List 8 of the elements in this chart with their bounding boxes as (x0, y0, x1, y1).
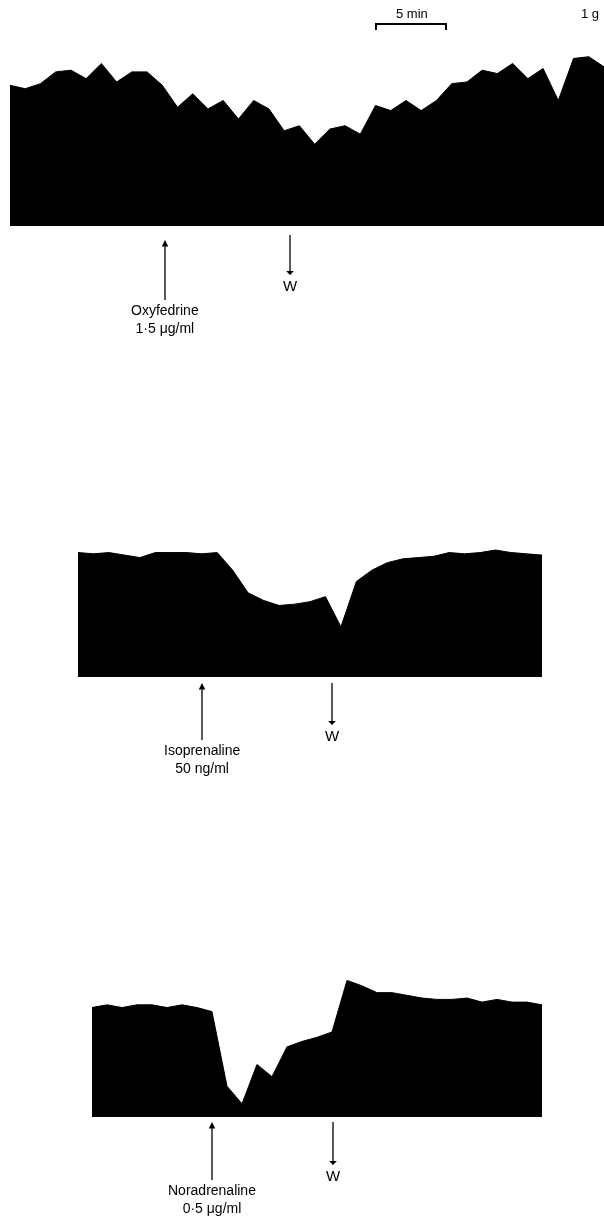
text: 1 g (581, 6, 600, 21)
text: 5 min (396, 6, 428, 21)
text: Isoprenaline 50 ng/ml (164, 742, 241, 777)
text: Oxyfedrine 1·5 μg/ml (131, 302, 199, 337)
text: W (283, 277, 298, 294)
text: Noradrenaline 0·5 μg/ml (168, 1182, 257, 1217)
text: W (326, 1167, 341, 1184)
text: W (325, 727, 340, 744)
